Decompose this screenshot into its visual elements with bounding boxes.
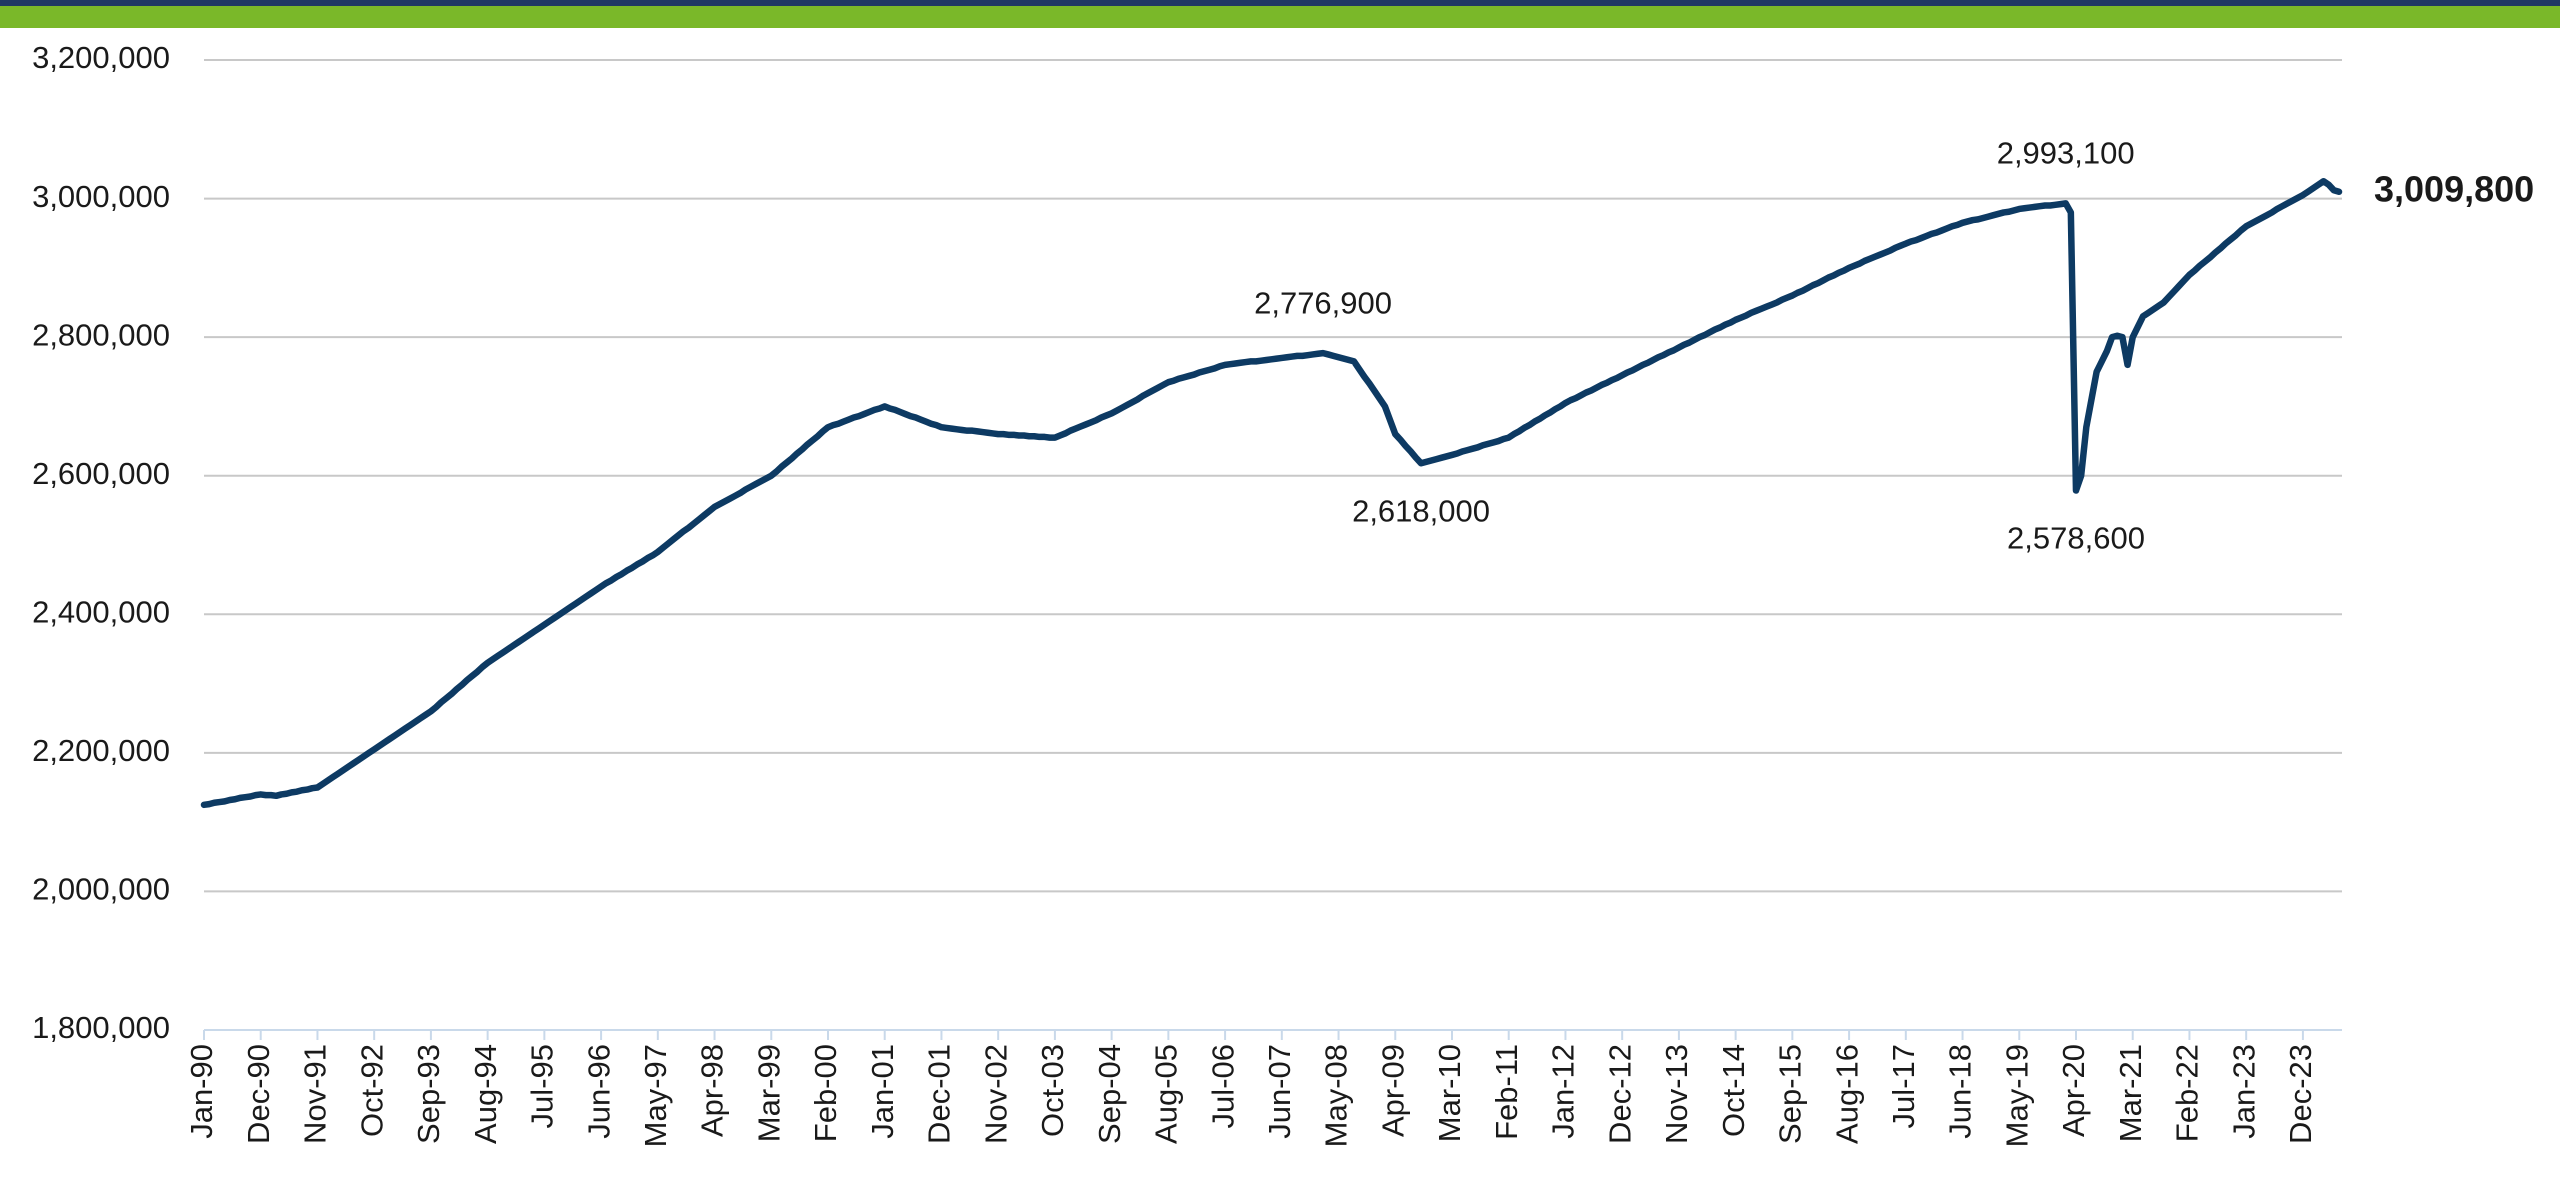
- x-tick-label: Sep-15: [1773, 1044, 1808, 1144]
- x-tick-label: Dec-23: [2283, 1044, 2318, 1144]
- y-tick-label: 3,000,000: [32, 179, 170, 214]
- x-tick-label: Feb-11: [1489, 1044, 1524, 1140]
- x-tick-label: Aug-94: [468, 1044, 503, 1144]
- x-tick-label: Apr-09: [1375, 1044, 1410, 1137]
- x-tick-label: Aug-16: [1829, 1044, 1864, 1144]
- x-tick-label: Dec-01: [922, 1044, 957, 1144]
- y-tick-label: 2,000,000: [32, 872, 170, 907]
- value-label: 2,578,600: [2007, 521, 2145, 556]
- x-tick-label: Jan-01: [865, 1044, 900, 1139]
- value-label: 2,618,000: [1352, 493, 1490, 528]
- x-tick-label: Jun-96: [581, 1044, 616, 1139]
- x-tick-label: Jun-18: [1943, 1044, 1978, 1139]
- y-tick-label: 2,600,000: [32, 456, 170, 491]
- value-label: 2,993,100: [1997, 136, 2135, 171]
- x-tick-label: May-08: [1319, 1044, 1354, 1147]
- x-tick-label: Oct-92: [354, 1044, 389, 1137]
- y-tick-label: 2,200,000: [32, 733, 170, 768]
- y-tick-label: 1,800,000: [32, 1010, 170, 1045]
- x-tick-label: Dec-12: [1602, 1044, 1637, 1144]
- x-tick-label: Jul-95: [525, 1044, 560, 1128]
- x-tick-label: Feb-00: [808, 1044, 843, 1142]
- x-tick-label: Nov-13: [1659, 1044, 1694, 1144]
- y-tick-label: 2,800,000: [32, 317, 170, 352]
- x-tick-label: Oct-03: [1035, 1044, 1070, 1137]
- x-tick-label: Jan-23: [2226, 1044, 2261, 1139]
- x-tick-label: Jan-90: [184, 1044, 219, 1139]
- data-line: [200, 178, 2343, 809]
- x-tick-label: Mar-10: [1432, 1044, 1467, 1142]
- x-tick-label: May-97: [638, 1044, 673, 1147]
- header-band: [0, 6, 2560, 28]
- header-stripe: [0, 0, 2560, 6]
- x-tick-label: Sep-04: [1092, 1044, 1127, 1144]
- x-tick-label: Jun-07: [1262, 1044, 1297, 1139]
- x-tick-label: Jul-06: [1205, 1044, 1240, 1128]
- x-tick-label: Feb-22: [2170, 1044, 2205, 1142]
- x-tick-label: Sep-93: [411, 1044, 446, 1144]
- x-tick-label: Dec-90: [241, 1044, 276, 1144]
- x-tick-label: Jan-12: [1546, 1044, 1581, 1139]
- x-tick-label: Nov-02: [978, 1044, 1013, 1144]
- y-tick-label: 3,200,000: [32, 40, 170, 75]
- x-tick-label: Mar-21: [2113, 1044, 2148, 1142]
- x-tick-label: May-19: [1999, 1044, 2034, 1147]
- x-tick-label: Mar-99: [751, 1044, 786, 1142]
- x-tick-label: Jul-17: [1886, 1044, 1921, 1128]
- x-tick-label: Nov-91: [298, 1044, 333, 1144]
- x-tick-label: Aug-05: [1149, 1044, 1184, 1144]
- x-tick-label: Oct-14: [1716, 1044, 1751, 1137]
- y-tick-label: 2,400,000: [32, 594, 170, 629]
- x-tick-label: Apr-20: [2056, 1044, 2091, 1137]
- value-label: 2,776,900: [1254, 285, 1392, 320]
- x-tick-label: Apr-98: [695, 1044, 730, 1137]
- end-value-label: 3,009,800: [2374, 168, 2534, 209]
